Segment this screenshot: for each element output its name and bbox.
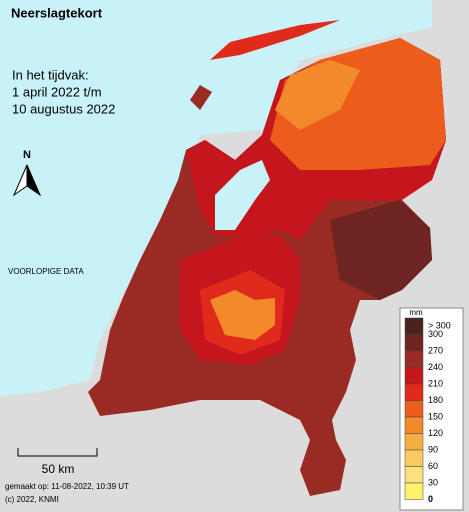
lake [215,160,270,230]
footer: (c) 2022, KNMI [5,495,59,504]
legend-label: 270 [428,345,443,355]
legend-swatch [404,350,424,368]
legend-label: 240 [428,362,443,372]
footer: gemaakt op: 11-08-2022, 10:39 UT [5,482,129,491]
legend-swatch [404,383,424,401]
regions [88,20,446,496]
legend-label: 90 [428,444,438,454]
region [330,200,432,300]
legend-label: 60 [428,461,438,471]
region [210,20,340,60]
sea [0,0,432,396]
legend-label: 180 [428,395,443,405]
region [275,60,360,130]
legend-swatch [404,466,424,484]
north-label: N [23,149,31,161]
legend-swatch [404,334,424,352]
scale-label: 50 km [42,462,75,476]
legend-unit: mm [409,308,423,317]
legend-label: > 300 [428,321,451,331]
north-arrow [26,164,42,197]
legend-label: 150 [428,411,443,421]
legend-label: 210 [428,378,443,388]
legend-label: 0 [428,494,433,504]
legend-swatch [404,433,424,451]
legend-swatch [404,367,424,385]
legend-swatch [404,416,424,434]
title: Neerslagtekort [11,5,103,20]
region [210,290,275,340]
period: In het tijdvak: [12,67,89,82]
legend-swatch [404,449,424,467]
region [100,230,175,410]
legend-label: 120 [428,428,443,438]
scale-bar [17,448,98,457]
region [190,85,212,110]
status: VOORLOPIGE DATA [8,267,84,276]
period: 10 augustus 2022 [12,101,115,116]
legend-swatch [404,317,424,335]
legend-swatch [404,400,424,418]
period: 1 april 2022 t/m [12,84,102,99]
legend-label: 300 [428,329,443,339]
legend-label: 30 [428,477,438,487]
legend-swatch [404,482,424,500]
